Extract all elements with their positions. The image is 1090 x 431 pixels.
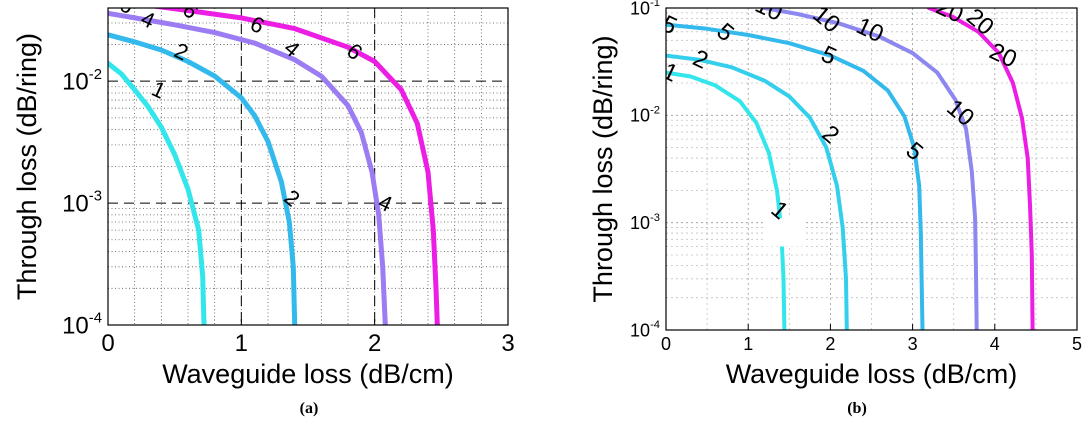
series-line-5 xyxy=(666,22,925,330)
x-tick-label: 3 xyxy=(501,330,514,357)
contour-label: 10 xyxy=(852,12,888,48)
figure-caption: (b) xyxy=(847,400,867,417)
series-line-10 xyxy=(762,8,979,330)
x-tick-label: 1 xyxy=(235,330,248,357)
contour-label: 10 xyxy=(807,1,845,39)
x-axis-label: Waveguide loss (dB/cm) xyxy=(162,359,454,389)
contour-label: 20 xyxy=(961,3,999,41)
x-tick-label: 2 xyxy=(825,334,835,354)
contour-label: 1 xyxy=(148,76,170,104)
y-axis-label: Through loss (dB/ring) xyxy=(588,35,618,302)
contour-label: 5 xyxy=(817,41,841,71)
series-line-2 xyxy=(108,32,298,325)
y-tick-label: 10-4 xyxy=(62,311,102,340)
series-line-2 xyxy=(666,53,849,330)
y-tick-label: 10-1 xyxy=(630,0,660,18)
contour-label: 6 xyxy=(116,0,138,19)
x-tick-label: 5 xyxy=(1072,334,1082,354)
x-axis-label: Waveguide loss (dB/cm) xyxy=(726,359,1018,389)
x-tick-label: 0 xyxy=(661,334,671,354)
figure-caption: (a) xyxy=(300,400,319,417)
y-tick-label: 10-3 xyxy=(62,189,102,218)
series-line-1 xyxy=(108,60,207,325)
y-tick-label: 10-3 xyxy=(630,212,660,233)
x-tick-label: 1 xyxy=(743,334,753,354)
x-tick-label: 3 xyxy=(908,334,918,354)
axes-box xyxy=(107,7,509,326)
contour-label: 10 xyxy=(941,94,979,132)
series-line-1 xyxy=(666,70,787,330)
series-line-4 xyxy=(108,10,388,325)
x-tick-label: 2 xyxy=(368,330,381,357)
contour-label: 5 xyxy=(900,137,928,166)
x-tick-label: 4 xyxy=(990,334,1000,354)
y-tick-label: 10-2 xyxy=(62,67,102,96)
x-tick-label: 0 xyxy=(101,330,114,357)
contour-label: 10 xyxy=(751,0,787,27)
label-gap xyxy=(764,218,806,247)
y-tick-label: 10-2 xyxy=(630,105,660,126)
y-axis-label: Through loss (dB/ring) xyxy=(12,33,42,300)
axes-box xyxy=(665,7,1078,331)
series-line-6 xyxy=(150,8,440,325)
contour-label: 6 xyxy=(342,38,367,65)
series-line-20 xyxy=(927,8,1035,330)
major-grid xyxy=(665,7,1078,331)
contour-label: 2 xyxy=(817,120,845,149)
contour-label: 2 xyxy=(689,45,713,75)
y-tick-label: 10-4 xyxy=(630,319,660,340)
contour-label: 4 xyxy=(279,35,304,62)
